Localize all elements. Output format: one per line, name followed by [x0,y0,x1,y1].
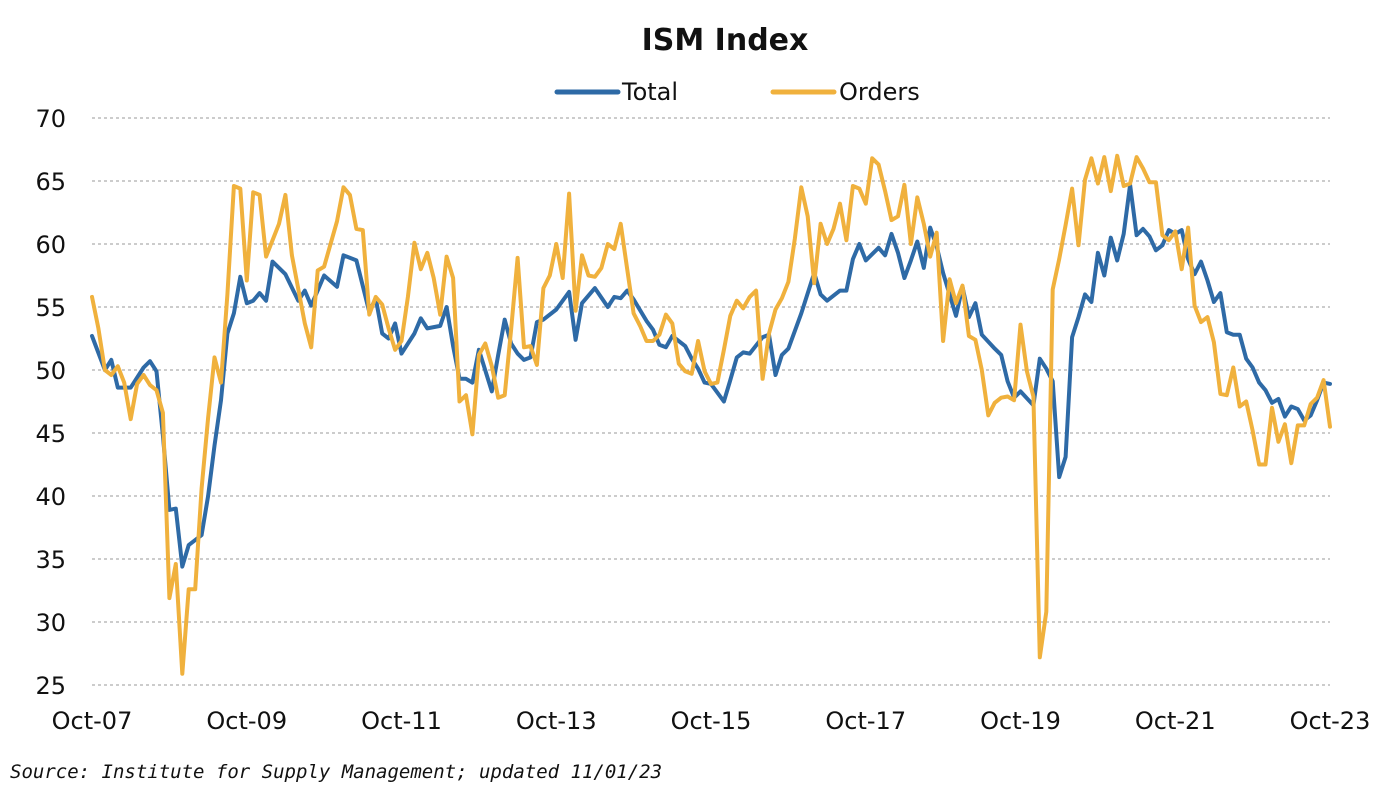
x-tick-label: Oct-13 [516,707,597,735]
series-lines [90,153,1332,676]
y-tick-label: 30 [35,609,66,637]
legend: Total Orders [554,78,920,106]
x-axis-ticks: Oct-07 Oct-09 Oct-11 Oct-13 Oct-15 Oct-17 Oct-… [52,707,1371,735]
series-line-total [90,182,1332,569]
x-tick-label: Oct-19 [980,707,1061,735]
y-tick-label: 60 [35,231,66,259]
x-tick-label: Oct-21 [1135,707,1216,735]
source-note: Source: Institute for Supply Management;… [10,761,662,783]
y-tick-label: 40 [35,483,66,511]
gridlines [92,117,1330,686]
y-tick-label: 55 [35,294,66,322]
y-tick-label: 35 [35,546,66,574]
legend-label-total: Total [621,78,678,106]
y-tick-label: 45 [35,420,66,448]
y-axis-ticks: 25 30 35 40 45 50 55 60 65 70 [35,105,66,700]
y-tick-label: 65 [35,168,66,196]
y-tick-label: 50 [35,357,66,385]
x-tick-label: Oct-11 [361,707,442,735]
x-tick-label: Oct-23 [1290,707,1371,735]
series-line-orders [90,153,1332,676]
x-tick-label: Oct-07 [52,707,133,735]
chart-title: ISM Index [642,23,809,58]
y-tick-label: 25 [35,672,66,700]
x-tick-label: Oct-15 [671,707,752,735]
x-tick-label: Oct-17 [825,707,906,735]
x-tick-label: Oct-09 [206,707,287,735]
y-tick-label: 70 [35,105,66,133]
legend-label-orders: Orders [839,78,920,106]
